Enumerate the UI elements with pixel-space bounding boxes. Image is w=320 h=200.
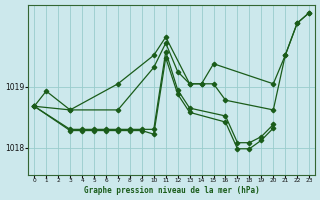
X-axis label: Graphe pression niveau de la mer (hPa): Graphe pression niveau de la mer (hPa) — [84, 186, 260, 195]
